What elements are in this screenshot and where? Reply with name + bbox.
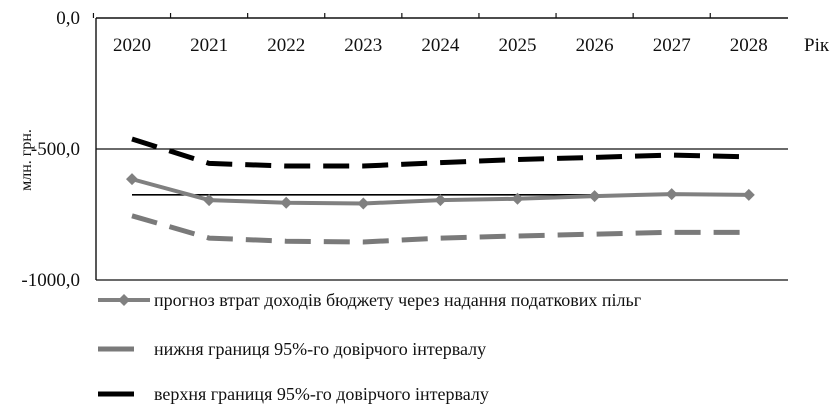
series-lines <box>126 136 755 245</box>
x-tick-label: 2020 <box>113 35 151 56</box>
legend: прогноз втрат доходів бюджету через нада… <box>98 290 641 404</box>
data-point <box>203 194 216 207</box>
x-tick-label: 2028 <box>730 35 768 56</box>
data-point <box>434 194 447 207</box>
x-tick-label: 2027 <box>653 35 691 56</box>
x-tick-label: 2021 <box>190 35 228 56</box>
x-tick-label: 2026 <box>576 35 614 56</box>
data-point <box>357 197 370 210</box>
data-point <box>280 196 293 209</box>
legend-label: верхня границя 95%-го довірчого інтервал… <box>154 384 489 404</box>
x-tick-label: 2023 <box>344 35 382 56</box>
data-point <box>742 188 755 201</box>
x-tick-label: 2022 <box>267 35 305 56</box>
legend-label: прогноз втрат доходів бюджету через нада… <box>154 290 641 310</box>
x-tick-label: 2025 <box>499 35 537 56</box>
x-axis-title: Рік <box>804 35 830 56</box>
series-line-2 <box>131 136 749 169</box>
data-point <box>588 190 601 203</box>
y-tick-label: -1000,0 <box>21 270 80 291</box>
y-tick-label: 0,0 <box>56 8 80 29</box>
x-tick-label: 2024 <box>421 35 460 56</box>
data-point <box>511 192 524 205</box>
x-tick-labels: 2020 2021 2022 2023 2024 2025 2026 2027 2028 <box>113 35 768 56</box>
data-point <box>665 188 678 201</box>
y-tick-labels: 0,0 -500,0 -1000,0 <box>21 8 80 291</box>
series-line-1 <box>131 213 749 245</box>
legend-label: нижня границя 95%-го довірчого інтервалу <box>154 339 486 359</box>
data-point <box>126 173 138 186</box>
y-axis-title: млн. грн. <box>18 129 35 191</box>
legend-marker <box>118 294 130 306</box>
y-tick-label: -500,0 <box>31 139 80 160</box>
